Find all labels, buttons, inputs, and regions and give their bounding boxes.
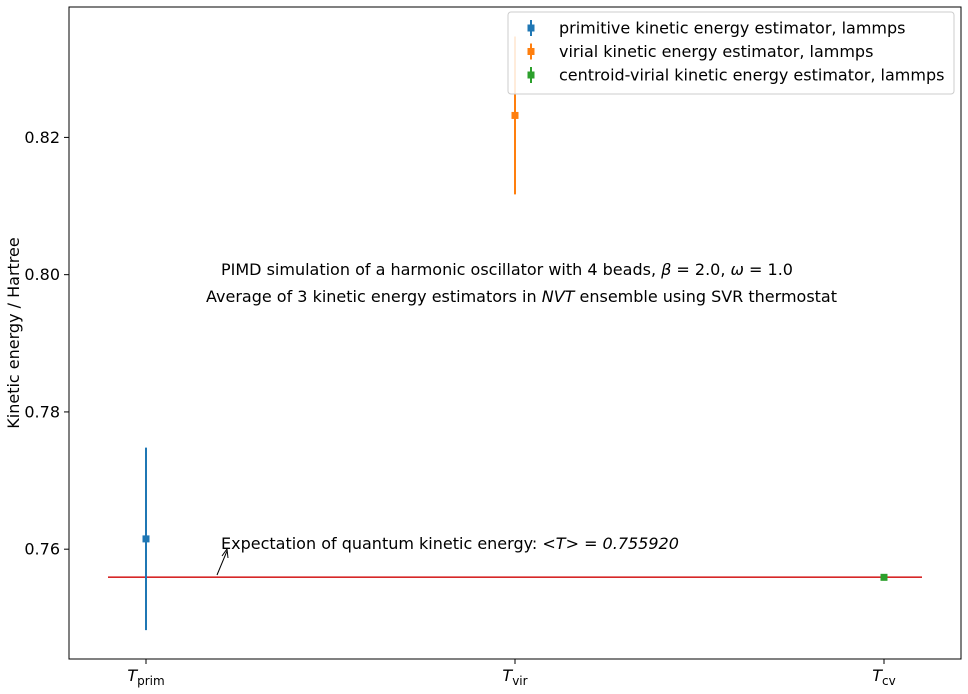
legend-marker bbox=[527, 71, 535, 79]
data-point bbox=[880, 573, 888, 581]
legend-marker bbox=[527, 48, 535, 55]
y-tick-label: 0.76 bbox=[24, 540, 60, 559]
legend-label: virial kinetic energy estimator, lammps bbox=[559, 42, 873, 61]
y-tick-label: 0.80 bbox=[24, 265, 60, 284]
x-tick-label: Tcv bbox=[872, 666, 895, 688]
legend-marker bbox=[527, 24, 535, 32]
data-point bbox=[511, 111, 519, 119]
x-axis-ticks: Tprim Tvir Tcv bbox=[127, 659, 896, 688]
x-tick-label: Tvir bbox=[502, 666, 527, 688]
expectation-annotation: Expectation of quantum kinetic energy: <… bbox=[221, 534, 679, 553]
annotation-arrow bbox=[216, 547, 229, 576]
y-tick-label: 0.78 bbox=[24, 402, 60, 421]
simulation-description: PIMD simulation of a harmonic oscillator… bbox=[221, 260, 793, 279]
legend-box bbox=[507, 11, 955, 95]
y-axis-ticks: 0.76 0.78 0.80 0.82 bbox=[24, 128, 69, 559]
legend-label: primitive kinetic energy estimator, lamm… bbox=[559, 19, 905, 38]
y-axis-label: Kinetic energy / Hartree bbox=[4, 237, 23, 428]
legend: primitive kinetic energy estimator, lamm… bbox=[507, 11, 955, 95]
legend-label: centroid-virial kinetic energy estimator… bbox=[559, 66, 944, 85]
x-tick-label: Tprim bbox=[127, 666, 164, 688]
y-tick-label: 0.82 bbox=[24, 128, 60, 147]
average-description: Average of 3 kinetic energy estimators i… bbox=[206, 287, 837, 306]
data-point bbox=[142, 535, 150, 543]
